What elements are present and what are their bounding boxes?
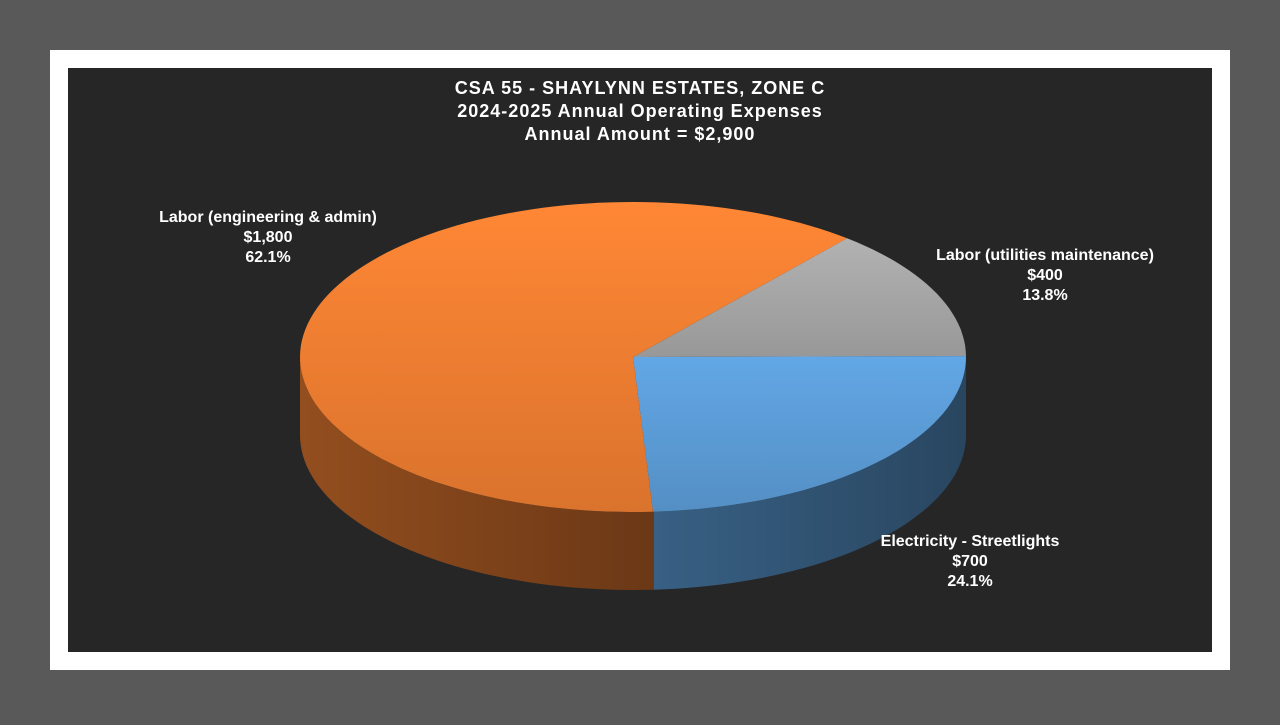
chart-title: Annual Amount = $2,900	[525, 124, 756, 144]
pie-side	[653, 357, 966, 590]
pie-slice	[633, 356, 966, 512]
chart-title: 2024-2025 Annual Operating Expenses	[457, 101, 822, 121]
percent-label: 24.1%	[947, 573, 992, 590]
pie-slice	[633, 238, 966, 357]
percent-label: 13.8%	[1022, 287, 1067, 304]
category-label: Electricity - Streetlights	[881, 533, 1060, 550]
pie-side	[300, 357, 654, 590]
pie-slice	[300, 202, 847, 512]
value-label: $700	[952, 553, 988, 570]
percent-label: 62.1%	[245, 249, 290, 266]
value-label: $400	[1027, 267, 1063, 284]
value-label: $1,800	[244, 229, 293, 246]
category-label: Labor (engineering & admin)	[159, 209, 377, 226]
category-label: Labor (utilities maintenance)	[936, 247, 1154, 264]
chart-title: CSA 55 - SHAYLYNN ESTATES, ZONE C	[455, 78, 825, 98]
